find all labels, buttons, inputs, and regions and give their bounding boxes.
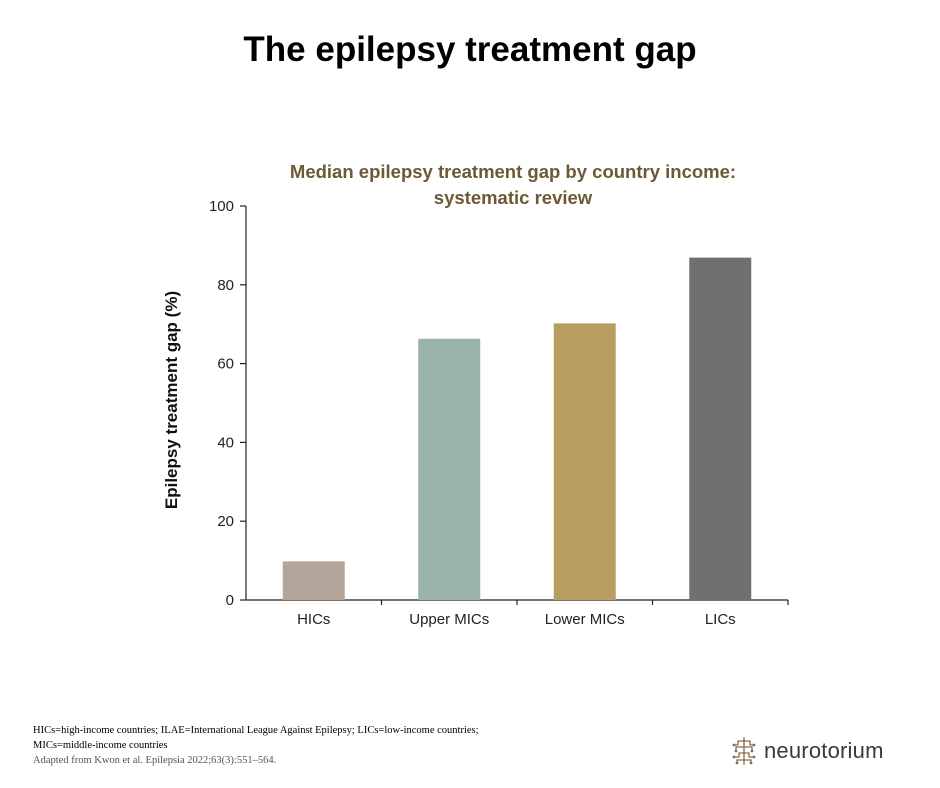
- x-category-label: Lower MICs: [545, 611, 625, 628]
- bar-hics: [282, 561, 345, 600]
- slide-title: The epilepsy treatment gap: [243, 30, 697, 69]
- y-tick-label: 40: [217, 434, 234, 451]
- neurotorium-logo: neurotorium: [730, 734, 884, 768]
- y-ticks: 0 20 40 60 80 100: [209, 198, 246, 609]
- y-tick-label: 80: [217, 277, 234, 294]
- y-axis-label: Epilepsy treatment gap (%): [162, 291, 181, 509]
- logo-text: neurotorium: [764, 738, 884, 763]
- y-tick-label: 100: [209, 198, 234, 215]
- bar-lics: [689, 257, 752, 600]
- chart-title-line2: systematic review: [434, 187, 593, 208]
- x-category-label: LICs: [705, 611, 736, 628]
- footnote-abbreviations-2: MICs=middle-income countries: [33, 740, 168, 751]
- y-tick-label: 0: [226, 592, 234, 609]
- x-category-label: HICs: [297, 611, 330, 628]
- category-labels: HICs Upper MICs Lower MICs LICs: [297, 600, 789, 628]
- bar-upper-mics: [418, 338, 481, 600]
- footnote-abbreviations-1: HICs=high-income countries; ILAE=Interna…: [33, 725, 479, 736]
- source-citation: Adapted from Kwon et al. Epilepsia 2022;…: [33, 755, 277, 766]
- bar-chart: Median epilepsy treatment gap by country…: [162, 161, 789, 628]
- x-category-label: Upper MICs: [409, 611, 489, 628]
- y-tick-label: 60: [217, 356, 234, 373]
- brain-circuit-icon: [732, 737, 756, 765]
- bars: [282, 257, 752, 600]
- chart-title-line1: Median epilepsy treatment gap by country…: [290, 161, 736, 182]
- footnotes: HICs=high-income countries; ILAE=Interna…: [33, 723, 593, 768]
- y-tick-label: 20: [217, 513, 234, 530]
- bar-lower-mics: [553, 323, 616, 600]
